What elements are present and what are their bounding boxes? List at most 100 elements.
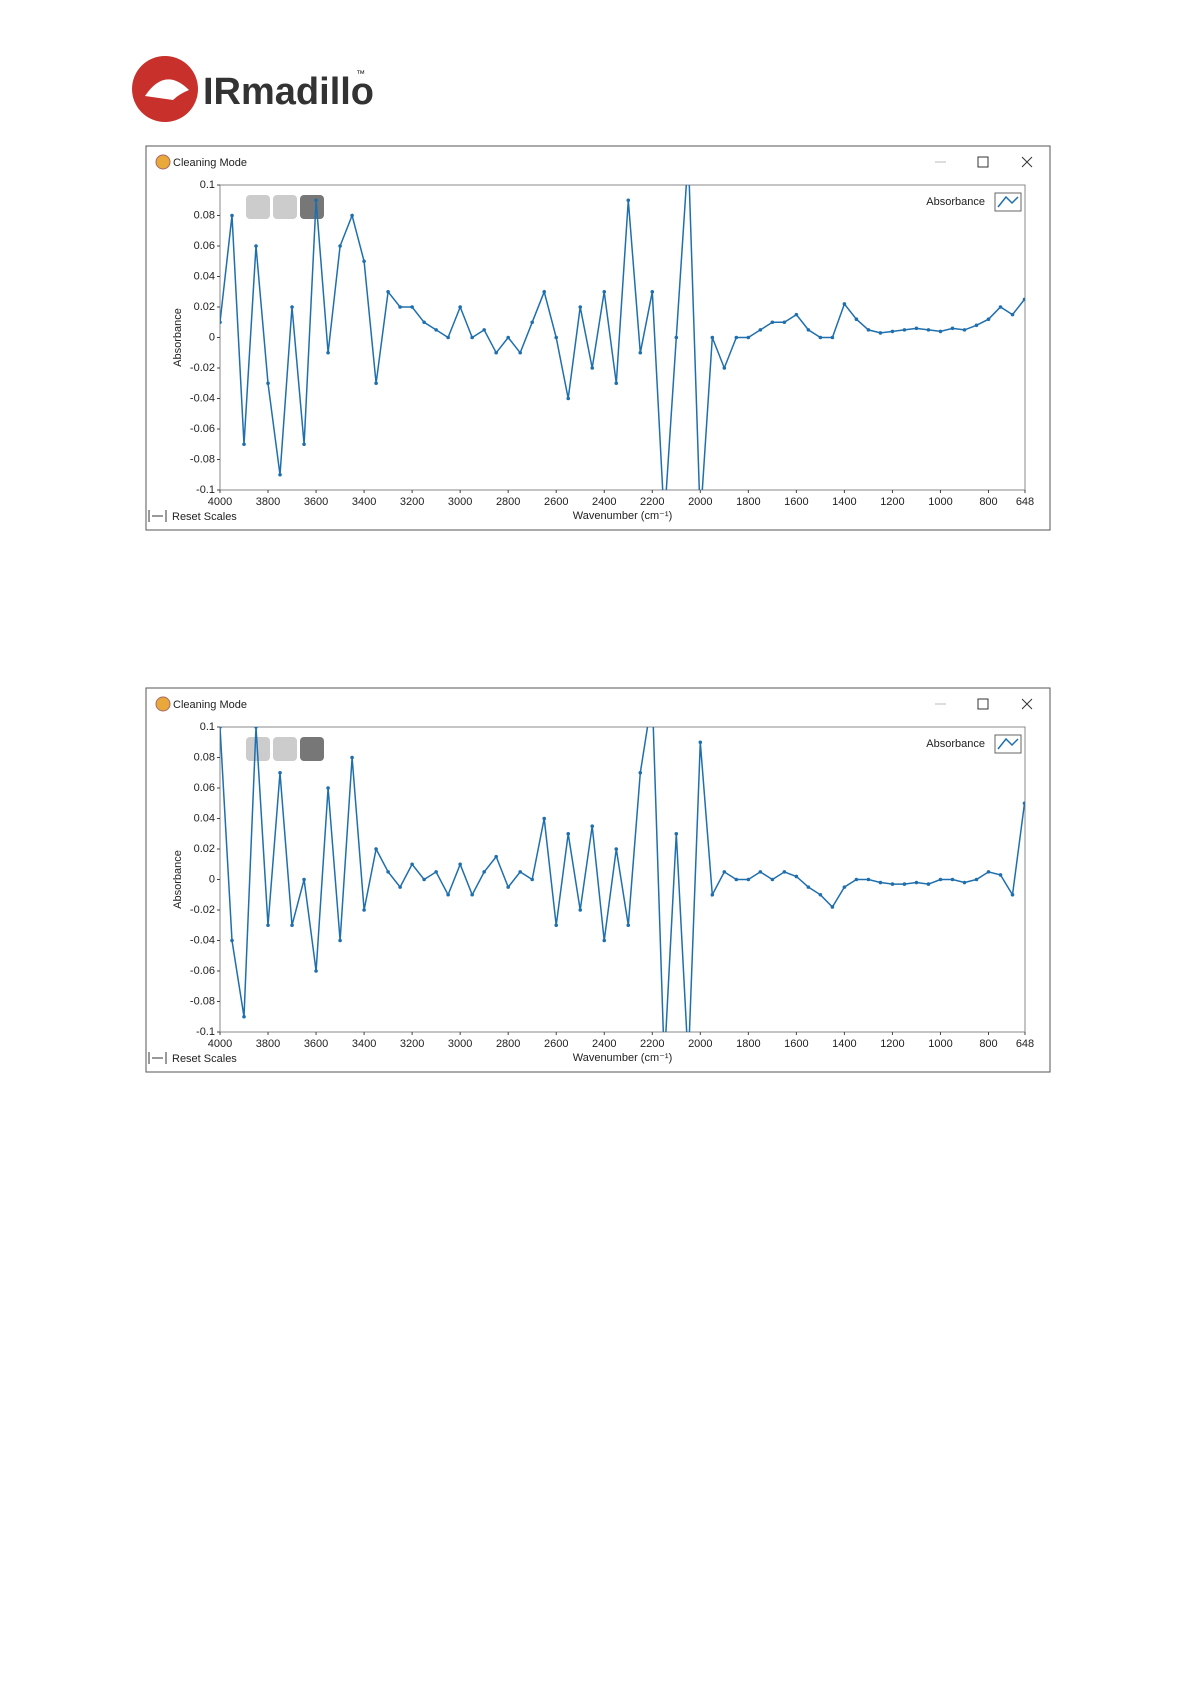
spectrum-point (710, 335, 715, 340)
y-tick-label: -0.04 (190, 392, 215, 404)
spectrum-point (398, 885, 402, 889)
spectrum-point (446, 335, 450, 340)
spectrum-point (314, 969, 318, 973)
spectrum-point (230, 938, 234, 943)
spectrum-point (746, 877, 751, 882)
spectrum-point (410, 305, 414, 309)
legend-swatch (997, 195, 1019, 208)
window-title: Cleaning Mode (173, 699, 247, 711)
spectrum-point (242, 1014, 246, 1019)
y-tick-label: -0.08 (190, 995, 215, 1007)
spectrum-point (220, 320, 222, 325)
spectrum-point (698, 740, 703, 745)
spectrum-point (638, 770, 643, 775)
spectrum-point (842, 302, 847, 306)
reset-scales-button[interactable]: Reset Scales (172, 1053, 237, 1065)
x-tick-label: 2200 (640, 1038, 664, 1050)
window-icon (155, 696, 171, 712)
y-tick-label: 0 (209, 331, 215, 343)
x-tick-label: 800 (979, 496, 997, 508)
pan-tool[interactable] (246, 195, 270, 219)
x-tick-label: 2400 (592, 1038, 616, 1050)
spectrum-point (938, 329, 943, 334)
spectrum-point (854, 877, 859, 882)
spectrum-point (806, 885, 811, 889)
spectrum-point (338, 244, 342, 248)
spectrum-point (890, 329, 895, 334)
spectrum-point (962, 880, 967, 885)
y-tick-label: -0.06 (190, 965, 215, 977)
close-button[interactable] (1021, 156, 1033, 168)
maximize-button[interactable] (977, 156, 989, 168)
spectrum-point (290, 923, 294, 928)
y-tick-label: -0.1 (196, 1026, 215, 1038)
x-tick-label: 800 (979, 1038, 997, 1050)
spectrum-point (518, 350, 522, 355)
x-tick-label: 3800 (256, 1038, 280, 1050)
spectrum-point (470, 892, 474, 897)
spectrum-point (220, 727, 222, 729)
spectrum-point (1022, 297, 1025, 302)
legend-swatch (997, 737, 1019, 750)
spectrum-point (326, 350, 330, 355)
spectrum-point (482, 328, 486, 332)
x-tick-label: 3000 (448, 496, 472, 508)
spectrum-point (674, 831, 679, 836)
x-tick-label: 1600 (784, 1038, 808, 1050)
plot-area (220, 185, 1025, 490)
spectrum-point (314, 198, 318, 203)
y-axis-label: Absorbance (172, 308, 184, 367)
x-tick-label: 2000 (688, 496, 712, 508)
x-tick-label: 648 (1016, 496, 1034, 508)
select-tool[interactable] (300, 737, 324, 761)
spectrum-point (926, 882, 931, 886)
spectrum-point (470, 335, 474, 340)
spectrum-point (974, 323, 979, 328)
spectrum-point (782, 320, 787, 325)
spectrum-point (758, 328, 763, 332)
x-tick-label: 1400 (832, 1038, 856, 1050)
spectrum-point (350, 755, 354, 760)
logo: IRmadillo ™ (132, 56, 374, 122)
spectrum-point (1010, 892, 1015, 897)
x-axis-label: Wavenumber (cm⁻¹) (573, 510, 673, 522)
spectrum-point (434, 870, 438, 874)
spectrum-point (866, 328, 871, 332)
maximize-button[interactable] (977, 698, 989, 710)
y-tick-label: -0.04 (190, 934, 215, 946)
spectrum-point (590, 366, 595, 370)
reset-scales-button[interactable]: Reset Scales (172, 511, 237, 523)
y-tick-label: 0.08 (194, 209, 215, 221)
spectrum-point (614, 847, 619, 851)
reset-icon[interactable] (148, 1052, 167, 1064)
x-tick-label: 1800 (736, 496, 760, 508)
spectrum-point (770, 877, 775, 882)
spectrum-point (614, 381, 619, 386)
spectrum-point (518, 870, 522, 874)
spectrum-point (674, 335, 679, 340)
spectrum-point (938, 877, 943, 882)
select-tool[interactable] (300, 195, 324, 219)
spectrum-point (386, 870, 390, 874)
spectrum-point (350, 213, 354, 218)
spectrum-point (890, 882, 895, 886)
reset-icon[interactable] (148, 510, 167, 522)
spectrum-point (458, 305, 462, 309)
spectrum-point (962, 328, 967, 332)
x-tick-label: 2400 (592, 496, 616, 508)
spectrum-point (494, 350, 498, 355)
logo-armadillo (145, 79, 189, 100)
spectrum-point (290, 305, 294, 309)
zoom-tool[interactable] (273, 195, 297, 219)
legend-label: Absorbance (926, 196, 985, 208)
zoom-tool[interactable] (273, 737, 297, 761)
spectrum-point (830, 335, 835, 340)
x-tick-label: 1200 (880, 496, 904, 508)
spectrum-point (326, 786, 330, 790)
spectrum-point (602, 938, 607, 943)
spectrum-point (914, 880, 919, 885)
y-tick-label: 0.04 (194, 270, 215, 282)
close-button[interactable] (1021, 698, 1033, 710)
spectrum-point (338, 938, 342, 943)
